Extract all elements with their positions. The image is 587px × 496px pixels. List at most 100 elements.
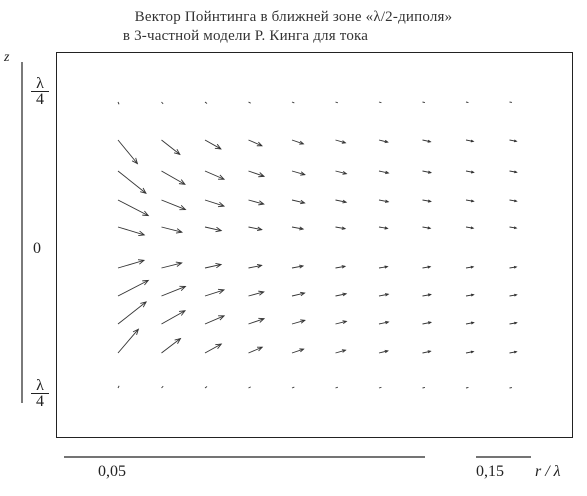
field-arrow xyxy=(378,386,382,389)
x-tick-right: 0,15 xyxy=(476,463,504,480)
field-arrow xyxy=(291,199,306,205)
field-arrow xyxy=(117,226,146,236)
field-arrow xyxy=(335,226,347,230)
field-arrow xyxy=(335,139,347,144)
field-arrow xyxy=(509,170,518,174)
field-arrow xyxy=(161,337,182,354)
field-arrow xyxy=(161,310,186,325)
field-arrow xyxy=(117,385,120,389)
field-arrow xyxy=(335,265,347,269)
field-arrow xyxy=(117,101,120,105)
field-arrow xyxy=(378,349,389,354)
field-arrow xyxy=(335,170,348,175)
chart-subtitle: в 3-частной модели Р. Кинга для тока xyxy=(122,28,369,44)
field-arrow xyxy=(161,385,164,389)
field-arrow xyxy=(248,263,263,269)
field-arrow xyxy=(291,264,305,269)
field-arrow xyxy=(335,292,348,297)
field-arrow xyxy=(378,199,390,203)
field-arrow xyxy=(422,321,433,325)
field-arrow xyxy=(422,293,432,297)
field-arrow xyxy=(204,199,226,208)
field-arrow xyxy=(335,386,339,389)
field-arrow xyxy=(465,387,469,389)
field-arrow xyxy=(422,226,432,230)
field-arrow xyxy=(465,226,475,230)
field-arrow xyxy=(291,291,306,297)
field-arrow xyxy=(465,350,475,354)
field-arrow xyxy=(509,226,518,230)
field-arrow xyxy=(291,101,295,104)
field-arrow xyxy=(117,279,150,297)
x-tick-left: 0,05 xyxy=(98,463,126,480)
field-arrow xyxy=(509,321,518,325)
y-tick-bottom-den: 4 xyxy=(36,393,44,410)
field-arrow xyxy=(161,139,181,156)
field-arrow xyxy=(335,101,339,104)
field-arrow xyxy=(117,170,147,194)
field-arrow xyxy=(204,386,208,389)
field-arrow xyxy=(291,386,295,389)
field-arrow xyxy=(117,259,146,269)
field-arrow xyxy=(422,265,432,269)
field-arrow xyxy=(509,199,518,203)
field-arrow xyxy=(204,315,226,325)
field-arrow xyxy=(465,101,469,103)
field-arrow xyxy=(291,170,306,176)
field-arrow xyxy=(378,101,382,104)
x-axis-label: r / λ xyxy=(535,463,561,480)
field-arrow xyxy=(509,293,518,297)
field-arrow xyxy=(465,293,475,297)
field-arrow xyxy=(509,350,518,354)
chart-title: Вектор Пойнтинга в ближней зоне «λ/2-дип… xyxy=(134,9,453,25)
field-arrow xyxy=(465,170,475,174)
field-arrow xyxy=(378,170,390,175)
field-arrow xyxy=(291,319,306,325)
y-tick-top: λ 4 xyxy=(31,76,49,108)
field-arrow xyxy=(248,101,251,104)
field-arrow xyxy=(117,139,139,165)
field-arrow xyxy=(248,199,265,206)
field-arrow xyxy=(248,170,266,178)
field-arrow xyxy=(422,101,426,104)
field-arrow xyxy=(378,265,389,269)
field-arrow xyxy=(248,386,251,389)
field-arrow xyxy=(204,101,208,104)
field-arrow xyxy=(378,226,389,230)
y-tick-bottom: λ 4 xyxy=(31,378,49,410)
field-arrow xyxy=(509,265,518,269)
field-arrow xyxy=(204,170,226,180)
field-arrow xyxy=(248,317,266,325)
field-arrow xyxy=(204,288,226,297)
field-arrow xyxy=(335,320,348,325)
field-arrow xyxy=(422,170,433,174)
field-arrow xyxy=(465,139,475,143)
field-arrow xyxy=(335,349,347,354)
field-arrow xyxy=(378,293,390,297)
y-tick-bottom-num: λ xyxy=(31,378,49,394)
y-tick-zero: 0 xyxy=(33,240,41,257)
field-arrow xyxy=(248,290,265,297)
field-arrow xyxy=(248,226,263,232)
field-arrow xyxy=(204,139,222,150)
field-arrow xyxy=(422,350,432,354)
field-arrow xyxy=(161,170,186,185)
field-arrow xyxy=(509,139,518,143)
field-arrow xyxy=(291,348,305,354)
field-arrow xyxy=(161,101,164,105)
field-arrow xyxy=(161,261,183,269)
y-tick-top-den: 4 xyxy=(36,91,44,108)
field-arrow xyxy=(161,285,187,297)
field-arrow xyxy=(248,139,263,147)
field-arrow xyxy=(378,320,390,325)
field-arrow xyxy=(161,199,187,211)
field-arrow xyxy=(422,386,426,389)
field-arrow xyxy=(204,226,223,233)
field-arrow xyxy=(117,301,148,325)
field-arrow xyxy=(117,328,140,354)
field-arrow xyxy=(291,139,305,145)
field-arrow xyxy=(465,321,475,325)
field-arrow xyxy=(465,199,475,203)
y-axis-label: z xyxy=(4,50,10,65)
